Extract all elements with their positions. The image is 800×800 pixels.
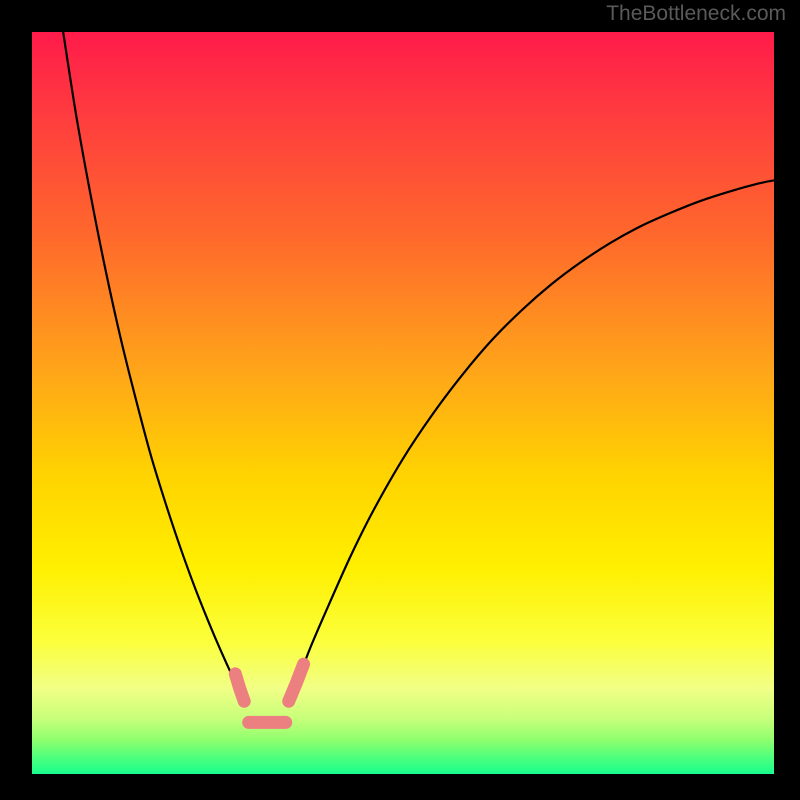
- right-curve: [292, 180, 774, 698]
- highlight-right-foot: [289, 664, 304, 701]
- plot-area: [32, 32, 774, 774]
- curves-layer: [32, 32, 774, 774]
- left-curve: [63, 32, 243, 698]
- highlight-left-foot: [235, 674, 244, 701]
- watermark-text: TheBottleneck.com: [606, 2, 786, 26]
